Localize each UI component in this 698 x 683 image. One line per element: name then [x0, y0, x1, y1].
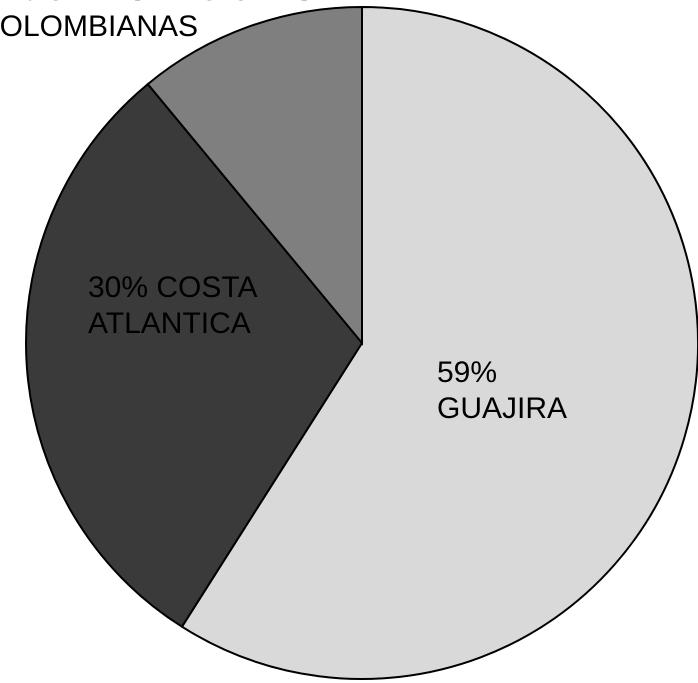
data-label: 30% COSTA ATLANTICA — [88, 271, 256, 340]
data-label: 59% GUAJIRA — [437, 356, 568, 425]
data-label: 11% OTRAS REGIONES COLOMBIANAS — [0, 0, 314, 43]
pie-slice — [146, 5, 363, 346]
pie-slice — [180, 5, 698, 680]
pie-slice — [25, 82, 364, 629]
